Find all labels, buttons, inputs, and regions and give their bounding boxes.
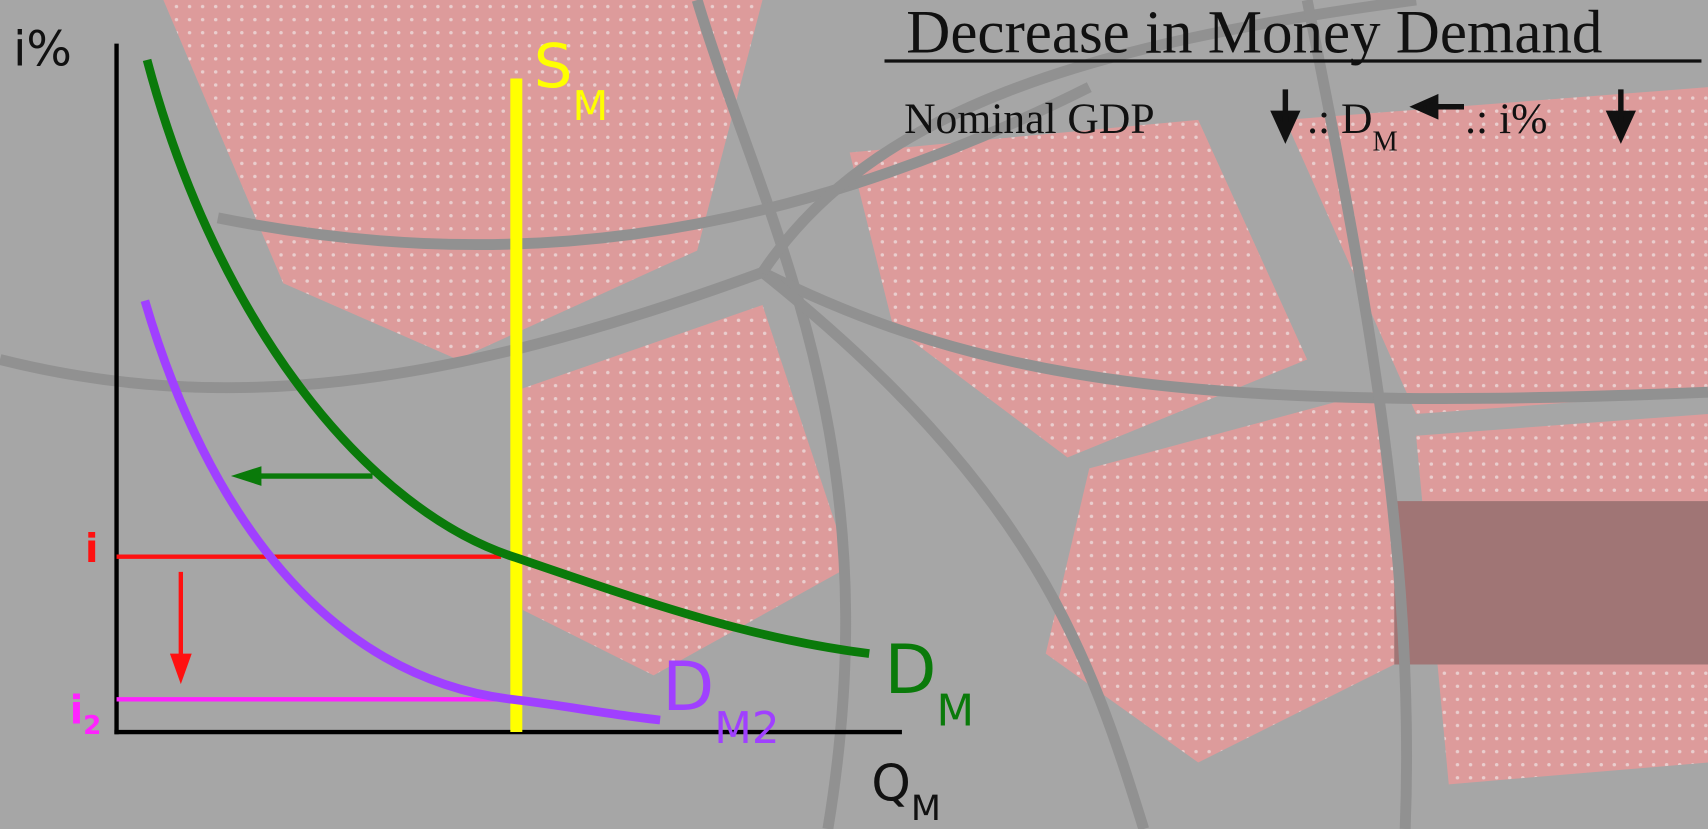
rate-label-i: i — [85, 527, 98, 572]
demand-label-subscript: M — [936, 686, 974, 736]
rate-i2-text: i — [70, 688, 83, 733]
explanation-rate: .: i% — [1465, 95, 1547, 143]
supply-subscript: M — [572, 82, 608, 130]
demand-subscript: M — [1372, 126, 1397, 157]
title: Decrease in Money Demand — [906, 0, 1602, 66]
supply-text: S — [534, 31, 573, 102]
x-axis-subscript: M — [911, 789, 941, 829]
rate-i2-subscript: 2 — [83, 711, 101, 741]
demand-label-text: D — [885, 630, 937, 709]
x-axis-text: Q — [871, 754, 910, 813]
demand2-label-text: D — [662, 647, 714, 726]
background — [0, 0, 1708, 829]
demand-text: .: D — [1307, 95, 1372, 143]
dark-patch — [1394, 501, 1708, 664]
explanation-lead: Nominal GDP — [904, 95, 1154, 143]
page: {"title": "Decrease in Money Demand", "e… — [0, 0, 1708, 829]
y-axis-label: i% — [13, 22, 72, 77]
demand2-label-subscript: M2 — [714, 704, 779, 754]
slide: Decrease in Money Demand Nominal GDP .: … — [0, 0, 1708, 829]
